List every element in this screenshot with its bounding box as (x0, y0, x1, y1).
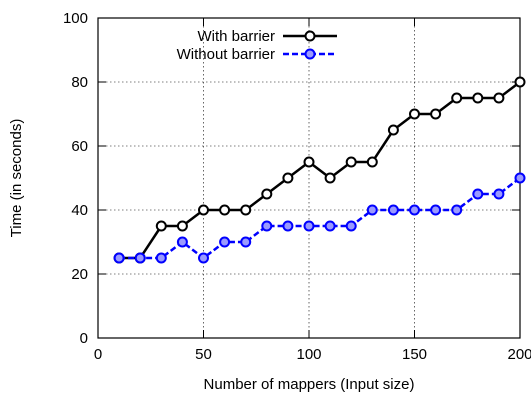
data-point-without-barrier (366, 204, 378, 216)
data-point-with-barrier (261, 188, 273, 200)
y-tick-label: 60 (71, 138, 88, 155)
data-point-with-barrier (176, 220, 188, 232)
legend-marker-without-barrier (304, 48, 316, 60)
data-point-without-barrier (134, 252, 146, 264)
y-tick-label: 80 (71, 74, 88, 91)
data-point-without-barrier (324, 220, 336, 232)
data-point-with-barrier (282, 172, 294, 184)
data-point-with-barrier (324, 172, 336, 184)
data-point-without-barrier (430, 204, 442, 216)
data-point-with-barrier (472, 92, 484, 104)
data-point-with-barrier (303, 156, 315, 168)
data-point-with-barrier (240, 204, 252, 216)
data-point-without-barrier (451, 204, 463, 216)
data-point-without-barrier (387, 204, 399, 216)
data-point-without-barrier (409, 204, 420, 216)
data-point-without-barrier (176, 236, 188, 248)
data-point-without-barrier (472, 188, 484, 200)
data-point-without-barrier (514, 172, 526, 184)
x-tick-label: 100 (296, 346, 321, 363)
y-tick-label: 20 (71, 266, 88, 283)
gridlines (98, 18, 520, 338)
legend-marker-with-barrier (304, 30, 316, 42)
data-point-without-barrier (345, 220, 357, 232)
data-point-with-barrier (430, 108, 442, 120)
y-axis-label: Time (in seconds) (8, 119, 25, 238)
data-point-with-barrier (493, 92, 505, 104)
y-tick-label: 40 (71, 202, 88, 219)
data-point-without-barrier (219, 236, 231, 248)
data-point-with-barrier (155, 220, 167, 232)
data-point-with-barrier (514, 76, 526, 88)
series-lines (113, 76, 526, 264)
legend-label-with-barrier: With barrier (197, 28, 275, 45)
data-point-without-barrier (282, 220, 294, 232)
y-tick-label: 100 (63, 10, 88, 27)
legend-label-without-barrier: Without barrier (177, 46, 275, 63)
data-point-without-barrier (261, 220, 273, 232)
data-point-with-barrier (198, 204, 209, 216)
data-point-with-barrier (366, 156, 378, 168)
data-point-without-barrier (240, 236, 252, 248)
data-point-without-barrier (155, 252, 167, 264)
y-tick-label: 0 (80, 330, 88, 347)
data-point-without-barrier (493, 188, 505, 200)
data-point-with-barrier (451, 92, 463, 104)
x-tick-label: 200 (507, 346, 531, 363)
axis-ticks: 0 50 100 150 200 0 20 40 60 80 100 (63, 10, 531, 363)
x-tick-label: 0 (94, 346, 102, 363)
series-line-with-barrier (119, 81, 521, 260)
x-tick-label: 150 (402, 346, 427, 363)
data-point-without-barrier (113, 252, 125, 264)
data-point-with-barrier (409, 108, 420, 120)
data-point-without-barrier (198, 252, 209, 264)
x-tick-label: 50 (195, 346, 212, 363)
data-point-with-barrier (219, 204, 231, 216)
data-point-without-barrier (303, 220, 315, 232)
x-axis-label: Number of mappers (Input size) (204, 376, 415, 393)
data-point-with-barrier (345, 156, 357, 168)
data-point-with-barrier (387, 124, 399, 136)
